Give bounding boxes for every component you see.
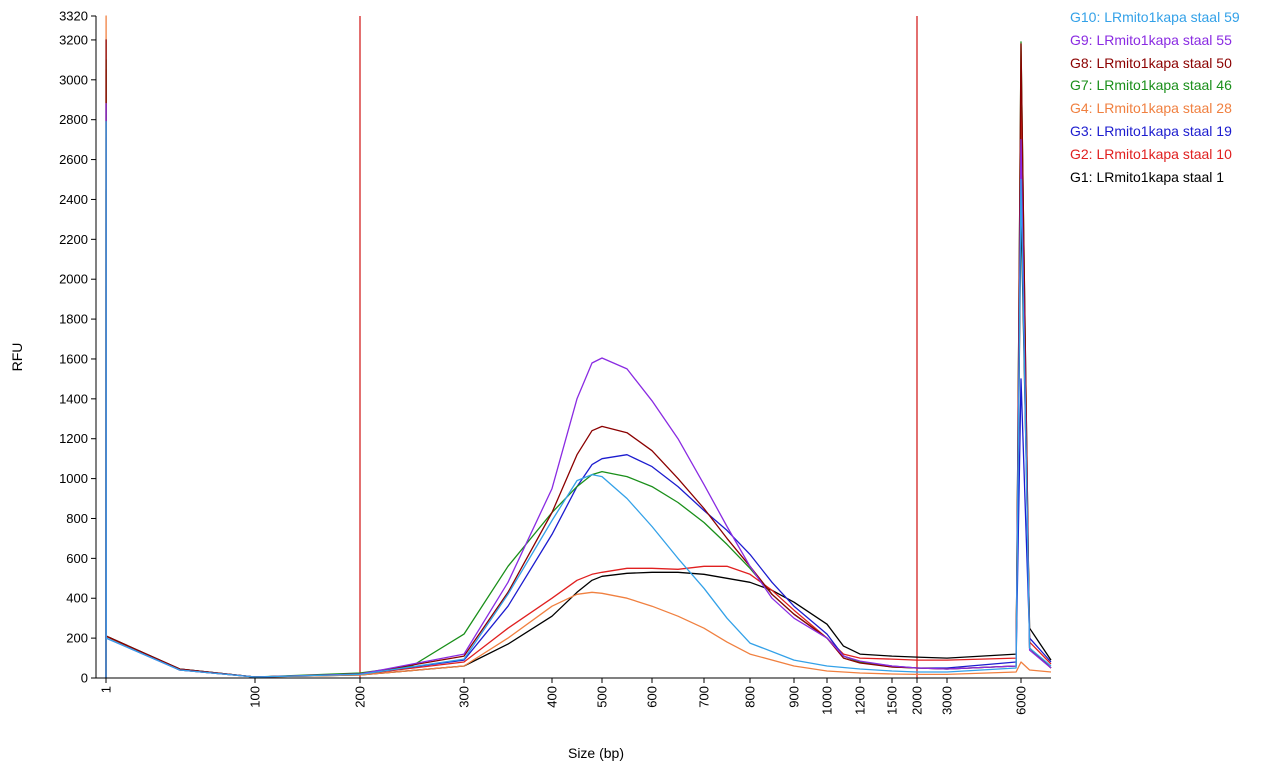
series-line — [105, 121, 1052, 679]
x-tick-label: 1500 — [885, 686, 900, 715]
y-tick-label: 2400 — [59, 192, 88, 207]
x-tick-label: 600 — [645, 686, 660, 708]
x-tick-label: 800 — [743, 686, 758, 708]
x-tick-label: 100 — [248, 686, 263, 708]
y-tick-label: 3320 — [59, 9, 88, 24]
legend-item: G10: LRmito1kapa staal 59 — [1070, 9, 1240, 25]
y-tick-label: 400 — [66, 591, 88, 606]
y-tick-label: 600 — [66, 551, 88, 566]
y-tick-label: 200 — [66, 631, 88, 646]
x-tick-label: 1000 — [820, 686, 835, 715]
y-tick-label: 0 — [81, 671, 88, 686]
x-axis-title: Size (bp) — [568, 745, 624, 761]
y-tick-label: 800 — [66, 511, 88, 526]
series-lines — [105, 15, 1052, 679]
chart-legend: G10: LRmito1kapa staal 59 G9: LRmito1kapa… — [1070, 6, 1240, 188]
range-marker-lines — [359, 16, 918, 678]
legend-item: G2: LRmito1kapa staal 10 — [1070, 145, 1232, 162]
legend-item: G4: LRmito1kapa staal 28 — [1070, 100, 1232, 117]
x-tick-label: 700 — [697, 686, 712, 708]
y-tick-label: 1400 — [59, 391, 88, 406]
y-tick-label: 1200 — [59, 431, 88, 446]
legend-item: G7: LRmito1kapa staal 46 — [1070, 77, 1232, 94]
x-tick-label: 300 — [457, 686, 472, 708]
y-tick-label: 2800 — [59, 112, 88, 127]
x-tick-label: 500 — [595, 686, 610, 708]
y-tick-label: 1000 — [59, 471, 88, 486]
y-tick-label: 1800 — [59, 312, 88, 327]
y-tick-label: 3200 — [59, 32, 88, 47]
legend-item: G9: LRmito1kapa staal 55 — [1070, 31, 1232, 48]
x-tick-label: 400 — [545, 686, 560, 708]
y-axis-title: RFU — [9, 343, 25, 372]
y-axis: 0 200 400 600 800 1000 1200 1400 1600 1800 2000 220… — [59, 9, 97, 686]
x-tick-label: 900 — [787, 686, 802, 708]
plot-area — [96, 16, 1051, 678]
x-tick-label: 3000 — [940, 686, 955, 715]
x-tick-label: 1200 — [853, 686, 868, 715]
legend-item: G8: LRmito1kapa staal 50 — [1070, 54, 1232, 71]
x-tick-label: 1 — [99, 686, 114, 693]
x-tick-label: 200 — [353, 686, 368, 708]
y-tick-label: 3000 — [59, 72, 88, 87]
legend-item: G1: LRmito1kapa staal 1 — [1070, 168, 1225, 185]
x-tick-label: 6000 — [1014, 686, 1029, 715]
y-tick-label: 1600 — [59, 351, 88, 366]
legend-item: G3: LRmito1kapa staal 19 — [1070, 122, 1232, 139]
x-axis: 1 100 200 300 400 500 600 700 800 900 1000 1200 1500… — [96, 677, 1051, 715]
y-tick-label: 2200 — [59, 232, 88, 247]
y-tick-label: 2000 — [59, 272, 88, 287]
y-tick-label: 2600 — [59, 152, 88, 167]
x-tick-label: 2000 — [910, 686, 925, 715]
